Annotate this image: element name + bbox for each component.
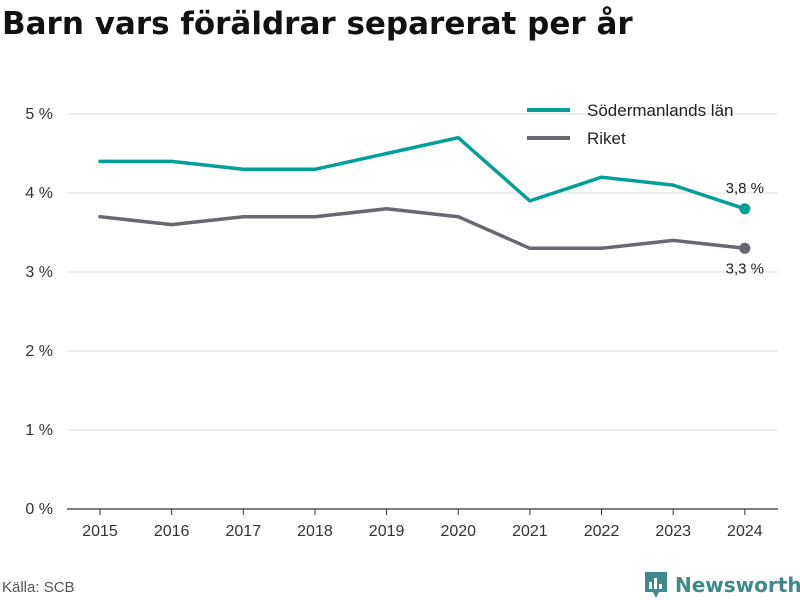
x-tick-label: 2023 xyxy=(655,523,691,540)
x-tick-label: 2020 xyxy=(440,523,476,540)
x-tick-label: 2019 xyxy=(369,523,405,540)
end-data-label: 3,8 % xyxy=(726,180,764,197)
end-point-marker xyxy=(739,242,751,254)
y-tick-label: 1 % xyxy=(25,422,53,439)
x-tick-label: 2021 xyxy=(512,523,548,540)
y-tick-label: 3 % xyxy=(25,264,53,281)
newsworthy-logo-icon xyxy=(645,572,667,598)
gridlines xyxy=(67,113,778,431)
x-tick-label: 2016 xyxy=(154,523,190,540)
end-point-marker xyxy=(739,203,751,215)
chart-title: Barn vars föräldrar separerat per år xyxy=(2,6,633,42)
legend-label: Södermanlands län xyxy=(587,101,733,120)
x-tick-label: 2017 xyxy=(226,523,262,540)
y-axis: 0 % 1 % 2 % 3 % 4 % 5 % xyxy=(25,106,53,518)
series-line-riket xyxy=(98,207,747,251)
x-tick-label: 2015 xyxy=(82,523,118,540)
y-tick-label: 2 % xyxy=(25,343,53,360)
brand-name: Newsworthy xyxy=(675,573,800,597)
end-data-label: 3,3 % xyxy=(726,260,764,277)
series-line-sodermanland xyxy=(98,135,747,211)
y-tick-label: 0 % xyxy=(25,501,53,518)
x-tick-label: 2024 xyxy=(727,523,763,540)
legend-label: Riket xyxy=(587,129,626,148)
x-tick-label: 2022 xyxy=(584,523,620,540)
series-lines: 3,8 % 3,3 % xyxy=(98,135,764,277)
legend: Södermanlands län Riket xyxy=(527,101,733,148)
x-axis: 2015 2016 2017 2018 2019 2020 2021 2022 2023 2024 xyxy=(67,508,778,540)
brand-logo: Newsworthy xyxy=(643,570,800,600)
y-tick-label: 5 % xyxy=(25,106,53,123)
y-tick-label: 4 % xyxy=(25,185,53,202)
x-tick-label: 2018 xyxy=(297,523,333,540)
source-note: Källa: SCB xyxy=(2,579,75,596)
